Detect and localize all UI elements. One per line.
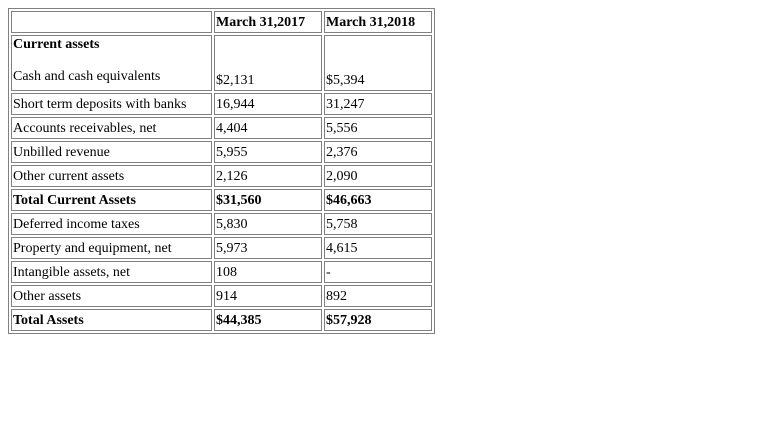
- value-2017: 914: [214, 285, 322, 307]
- table-row: Intangible assets, net 108-: [11, 261, 432, 283]
- value-2018: 2,376: [324, 141, 432, 163]
- row-label: Total Current Assets: [11, 189, 212, 211]
- balance-sheet-table: March 31,2017 March 31,2018 Current asse…: [8, 8, 435, 334]
- value-2018: -: [324, 261, 432, 283]
- value-2017: 5,955: [214, 141, 322, 163]
- row-label: Short term deposits with banks: [11, 93, 212, 115]
- section-cell: Current assets Cash and cash equivalents: [11, 35, 212, 91]
- table-row: Short term deposits with banks 16,944 31,2…: [11, 93, 432, 115]
- table-row: Total Current Assets $31,560 $46,663: [11, 189, 432, 211]
- header-cell-2017: March 31,2017: [214, 11, 322, 33]
- value-2018: $57,928: [324, 309, 432, 331]
- value-2017: 16,944: [214, 93, 322, 115]
- row-label: Property and equipment, net: [11, 237, 212, 259]
- row-label: Other current assets: [11, 165, 212, 187]
- value-2018: 2,090: [324, 165, 432, 187]
- table-row: Other current assets 2,126 2,090: [11, 165, 432, 187]
- value-2017: $31,560: [214, 189, 322, 211]
- value-2017: 5,830: [214, 213, 322, 235]
- row-label: Unbilled revenue: [11, 141, 212, 163]
- table-row: Deferred income taxes 5,830 5,758: [11, 213, 432, 235]
- value-2018: 4,615: [324, 237, 432, 259]
- row-label: Deferred income taxes: [11, 213, 212, 235]
- value-2018: $46,663: [324, 189, 432, 211]
- value-2017: 5,973: [214, 237, 322, 259]
- value-2017: 2,126: [214, 165, 322, 187]
- table-row: Unbilled revenue 5,955 2,376: [11, 141, 432, 163]
- row-label: Intangible assets, net: [11, 261, 212, 283]
- table-row: Property and equipment, net 5,973 4,615: [11, 237, 432, 259]
- value-2017: $44,385: [214, 309, 322, 331]
- row-label: Cash and cash equivalents: [13, 69, 161, 84]
- row-label: Other assets: [11, 285, 212, 307]
- value-2018: 5,556: [324, 117, 432, 139]
- header-cell-2018: March 31,2018: [324, 11, 432, 33]
- table-row: Total Assets $44,385 $57,928: [11, 309, 432, 331]
- row-label: Total Assets: [11, 309, 212, 331]
- section-title: Current assets: [13, 37, 100, 52]
- value-2018: 31,247: [324, 93, 432, 115]
- header-cell-blank: [11, 11, 212, 33]
- header-row: March 31,2017 March 31,2018: [11, 11, 432, 33]
- table-row: Accounts receivables, net 4,404 5,556: [11, 117, 432, 139]
- value-2017: 4,404: [214, 117, 322, 139]
- table-row: Other assets 914 892: [11, 285, 432, 307]
- value-2018: $5,394: [324, 35, 432, 91]
- section-row-current-assets: Current assets Cash and cash equivalents…: [11, 35, 432, 91]
- value-2017: 108: [214, 261, 322, 283]
- value-2018: 5,758: [324, 213, 432, 235]
- value-2018: 892: [324, 285, 432, 307]
- value-2017: $2,131: [214, 35, 322, 91]
- row-label: Accounts receivables, net: [11, 117, 212, 139]
